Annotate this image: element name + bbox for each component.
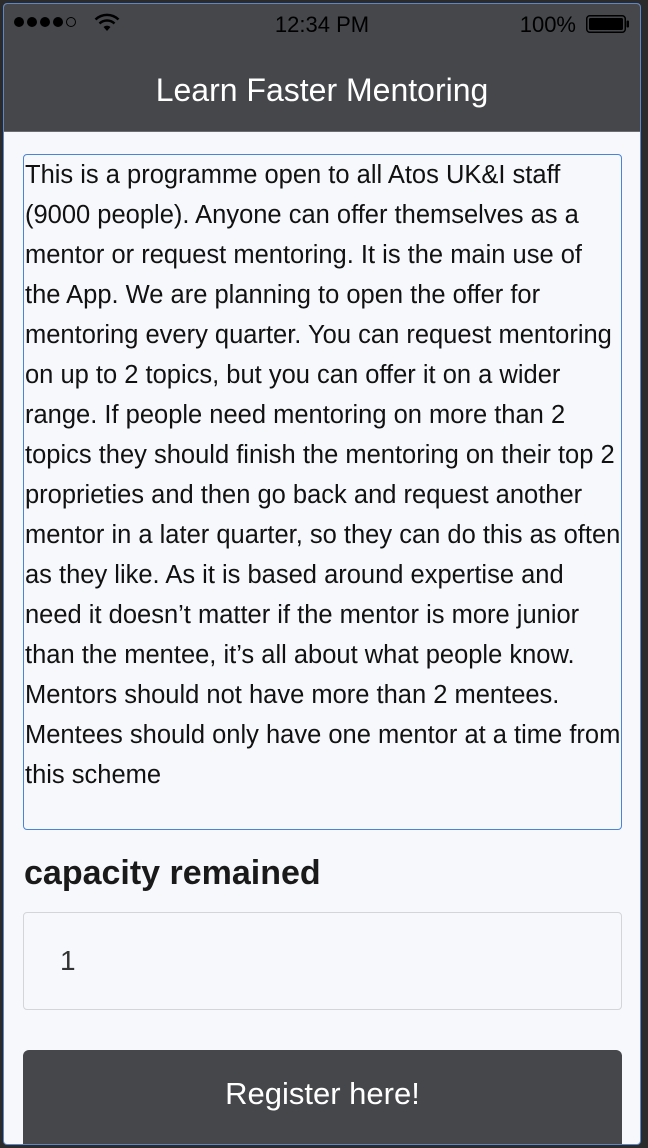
register-button-label: Register here! xyxy=(225,1076,420,1111)
status-bar: 12:34 PM 100% xyxy=(4,4,640,44)
signal-dot-empty xyxy=(66,17,76,27)
wifi-icon xyxy=(94,13,120,31)
page-title: Learn Faster Mentoring xyxy=(155,72,489,108)
phone-screen: 12:34 PM 100% Learn Faster Mentoring Thi… xyxy=(3,3,641,1145)
capacity-label: capacity remained xyxy=(24,854,321,892)
register-button[interactable]: Register here! xyxy=(23,1050,622,1144)
capacity-value: 1 xyxy=(60,945,76,976)
signal-dot xyxy=(53,17,63,27)
programme-description-textarea[interactable]: This is a programme open to all Atos UK&… xyxy=(23,154,622,830)
signal-dot xyxy=(27,17,37,27)
navigation-bar: Learn Faster Mentoring xyxy=(4,44,640,132)
signal-dot xyxy=(14,17,24,27)
battery-icon xyxy=(586,15,629,33)
status-time: 12:34 PM xyxy=(274,12,370,37)
signal-dot xyxy=(40,17,50,27)
signal-strength-icon xyxy=(14,17,76,27)
capacity-field[interactable]: 1 xyxy=(23,912,622,1010)
battery-percent: 100% xyxy=(519,12,576,37)
